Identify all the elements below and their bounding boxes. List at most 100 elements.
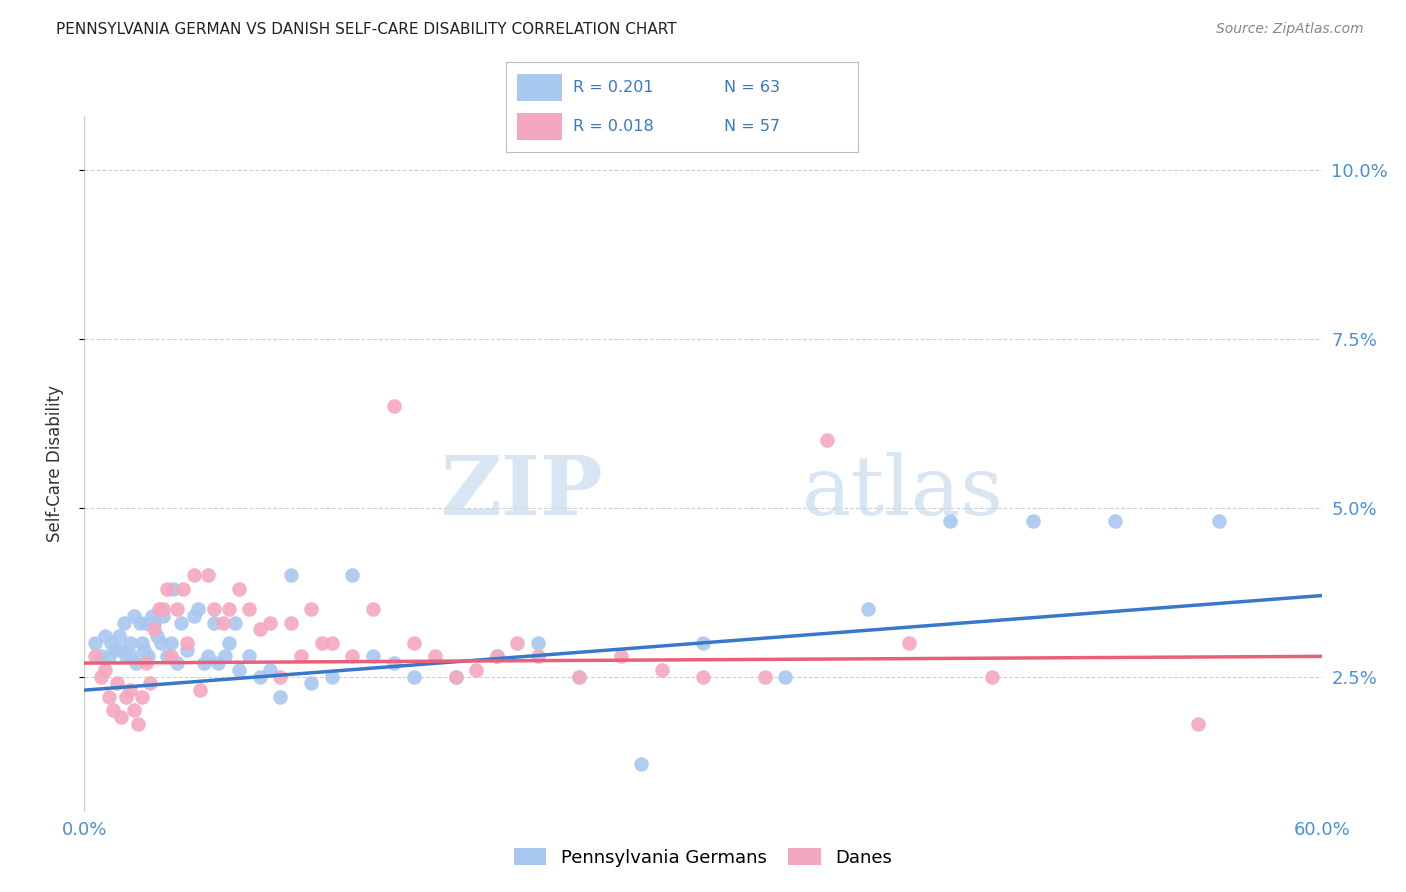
Text: R = 0.018: R = 0.018 xyxy=(574,120,654,134)
Point xyxy=(135,656,157,670)
Point xyxy=(152,602,174,616)
Point xyxy=(238,649,260,664)
Point xyxy=(104,642,127,657)
Point xyxy=(361,649,384,664)
Point xyxy=(214,649,236,664)
Point xyxy=(127,717,149,731)
Point xyxy=(527,636,550,650)
Point xyxy=(94,663,117,677)
Point xyxy=(280,615,302,630)
Point xyxy=(249,670,271,684)
Point xyxy=(202,615,225,630)
Point xyxy=(98,690,121,704)
Point xyxy=(280,568,302,582)
Point xyxy=(100,636,122,650)
Text: ZIP: ZIP xyxy=(441,451,605,532)
Point xyxy=(105,676,128,690)
Point xyxy=(321,636,343,650)
Point xyxy=(224,615,246,630)
Point xyxy=(118,683,141,698)
Point xyxy=(485,649,508,664)
Point xyxy=(108,629,131,643)
Point xyxy=(444,670,467,684)
Point xyxy=(125,656,148,670)
Point xyxy=(207,656,229,670)
Point xyxy=(342,649,364,664)
Point xyxy=(156,649,179,664)
Point xyxy=(218,636,240,650)
Point xyxy=(898,636,921,650)
Point xyxy=(136,649,159,664)
Point xyxy=(176,636,198,650)
Point xyxy=(139,676,162,690)
Point xyxy=(162,582,184,596)
Point xyxy=(568,670,591,684)
Point xyxy=(122,608,145,623)
Point xyxy=(121,649,143,664)
Point xyxy=(238,602,260,616)
Point xyxy=(183,608,205,623)
Point xyxy=(568,670,591,684)
Point xyxy=(342,568,364,582)
Point xyxy=(444,670,467,684)
Point xyxy=(129,615,152,630)
Point xyxy=(404,670,426,684)
Point xyxy=(939,514,962,528)
Point xyxy=(692,636,714,650)
Point xyxy=(183,568,205,582)
Text: PENNSYLVANIA GERMAN VS DANISH SELF-CARE DISABILITY CORRELATION CHART: PENNSYLVANIA GERMAN VS DANISH SELF-CARE … xyxy=(56,22,676,37)
FancyBboxPatch shape xyxy=(517,113,562,140)
Point xyxy=(1208,514,1230,528)
Point xyxy=(143,615,166,630)
Point xyxy=(211,615,233,630)
Point xyxy=(1187,717,1209,731)
Point xyxy=(149,636,172,650)
Point xyxy=(176,642,198,657)
Point xyxy=(98,649,121,664)
Point xyxy=(218,602,240,616)
Point xyxy=(692,670,714,684)
Point xyxy=(754,670,776,684)
Point xyxy=(382,656,405,670)
Point xyxy=(143,623,166,637)
Point xyxy=(197,568,219,582)
Point xyxy=(259,663,281,677)
Point xyxy=(527,649,550,664)
Point xyxy=(609,649,631,664)
Text: N = 57: N = 57 xyxy=(724,120,780,134)
Point xyxy=(83,636,105,650)
Point xyxy=(166,656,188,670)
Y-axis label: Self-Care Disability: Self-Care Disability xyxy=(45,385,63,542)
Point xyxy=(321,670,343,684)
Point xyxy=(118,636,141,650)
Point xyxy=(506,636,529,650)
Point xyxy=(1104,514,1126,528)
Point xyxy=(228,663,250,677)
Point xyxy=(172,582,194,596)
Point xyxy=(197,649,219,664)
Point xyxy=(404,636,426,650)
Point xyxy=(485,649,508,664)
Point xyxy=(160,649,183,664)
Point xyxy=(311,636,333,650)
Point xyxy=(980,670,1002,684)
Point xyxy=(148,602,170,616)
Point xyxy=(202,602,225,616)
Point xyxy=(122,703,145,717)
Point xyxy=(423,649,446,664)
Point xyxy=(815,433,838,447)
Point xyxy=(188,683,211,698)
Point xyxy=(134,642,156,657)
Point xyxy=(94,629,117,643)
Point xyxy=(166,602,188,616)
Point xyxy=(114,649,136,664)
Point xyxy=(630,757,652,772)
Point xyxy=(112,615,135,630)
Point xyxy=(110,642,132,657)
Point xyxy=(775,670,797,684)
Point xyxy=(90,649,112,664)
Text: atlas: atlas xyxy=(801,451,1004,532)
Point xyxy=(193,656,215,670)
Point xyxy=(114,690,136,704)
Legend: Pennsylvania Germans, Danes: Pennsylvania Germans, Danes xyxy=(506,841,900,874)
